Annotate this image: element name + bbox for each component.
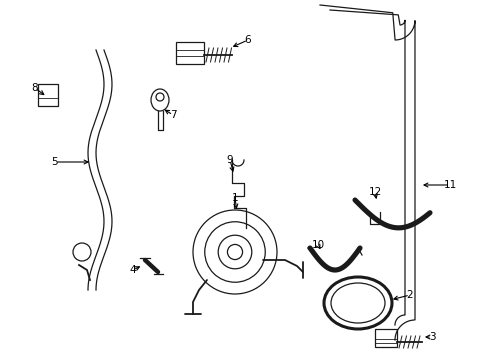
Text: 9: 9	[226, 155, 233, 165]
Text: 11: 11	[443, 180, 456, 190]
Text: 1: 1	[231, 193, 238, 203]
Text: 12: 12	[367, 187, 381, 197]
Text: 3: 3	[428, 332, 434, 342]
Text: 8: 8	[32, 83, 38, 93]
Text: 2: 2	[406, 290, 412, 300]
Text: 10: 10	[311, 240, 324, 250]
Text: 7: 7	[169, 110, 176, 120]
FancyBboxPatch shape	[374, 329, 396, 347]
Text: 6: 6	[244, 35, 251, 45]
FancyBboxPatch shape	[176, 42, 203, 64]
FancyBboxPatch shape	[38, 84, 58, 106]
Text: 5: 5	[52, 157, 58, 167]
Text: 4: 4	[129, 265, 136, 275]
